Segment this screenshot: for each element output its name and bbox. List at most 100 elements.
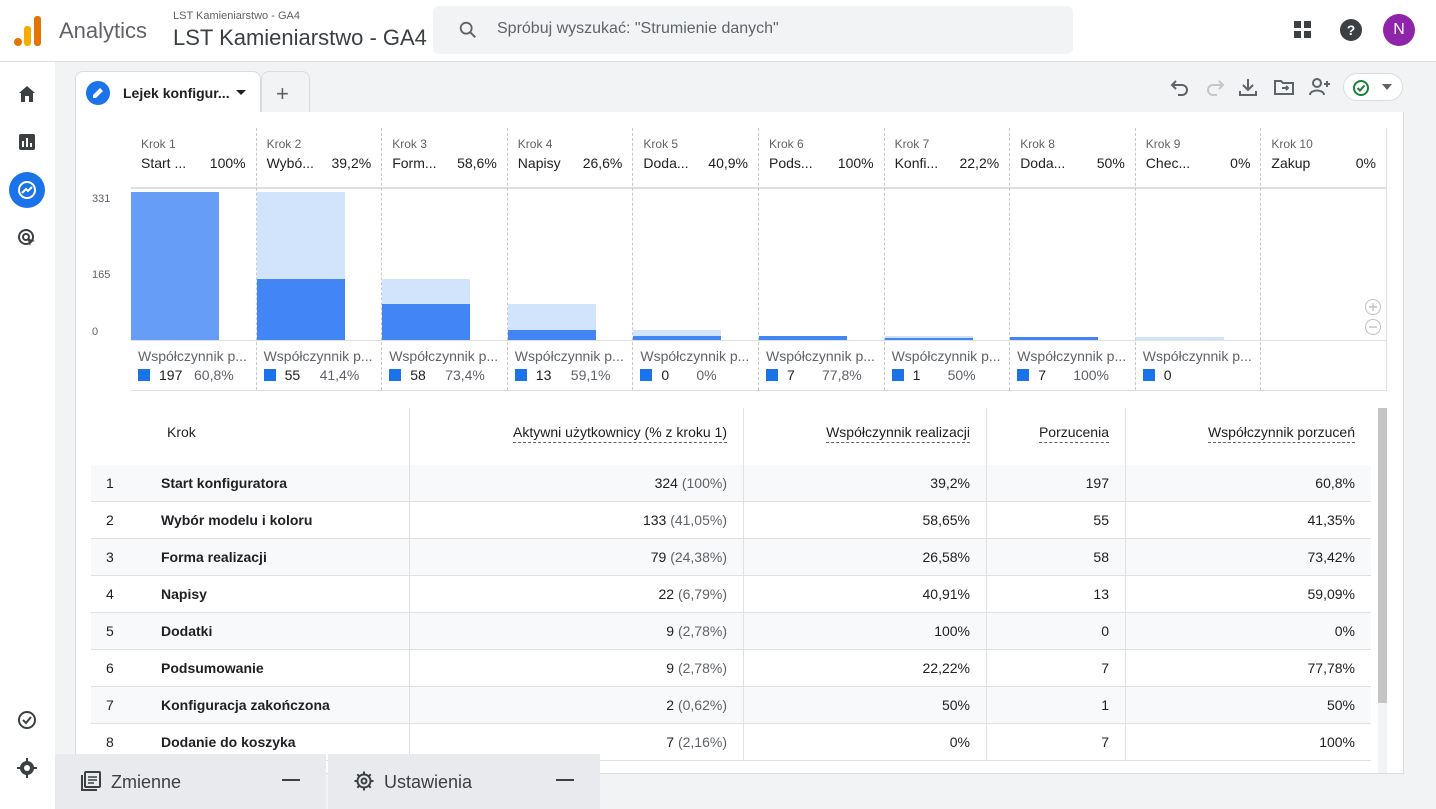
- table-row[interactable]: 7 Konfiguracja zakończona 2 (0,62%) 50% 1 50%: [91, 687, 1371, 724]
- header-active-users[interactable]: Aktywni użytkownicy (% z kroku 1): [410, 408, 744, 465]
- zoom-in-icon[interactable]: [1365, 299, 1381, 315]
- settings-gear-icon[interactable]: [9, 750, 45, 786]
- property-selector[interactable]: LST Kamieniarstwo - GA4: [173, 25, 427, 50]
- funnel-bar[interactable]: [1010, 336, 1099, 340]
- funnel-step-4[interactable]: Krok 4 Napisy 26,6% Współczynnik p... 13 59,1…: [507, 128, 634, 390]
- header-abandonment-rate[interactable]: Współczynnik porzuceń: [1126, 408, 1371, 465]
- minimize-icon[interactable]: [556, 779, 574, 781]
- home-icon[interactable]: [9, 76, 45, 112]
- table-row[interactable]: 5 Dodatki 9 (2,78%) 100% 0 0%: [91, 613, 1371, 650]
- step-name: Napisy: [517, 155, 561, 171]
- abandonments-cell: 13: [987, 576, 1126, 613]
- abandonment-rate-label: Współczynnik p...: [891, 348, 1001, 364]
- abandonment-rate-label: Współczynnik p...: [766, 348, 875, 364]
- explore-icon[interactable]: [9, 172, 45, 208]
- table-row[interactable]: 4 Napisy 22 (6,79%) 40,91% 13 59,09%: [91, 576, 1371, 613]
- step-percent: 58,6%: [457, 155, 497, 171]
- reports-icon[interactable]: [9, 124, 45, 160]
- step-percent: 39,2%: [331, 155, 372, 171]
- app-name[interactable]: Analytics: [59, 18, 148, 43]
- download-icon[interactable]: [1236, 75, 1260, 99]
- funnel-bar[interactable]: [507, 329, 596, 340]
- step-name: Konfiguracja zakończona: [161, 697, 330, 713]
- step-number: Krok 9: [1145, 137, 1181, 151]
- step-name: Start ...: [141, 155, 187, 171]
- table-scrollbar[interactable]: [1378, 408, 1387, 773]
- step-index: 6: [106, 660, 114, 676]
- abandonment-count: 7: [1038, 367, 1046, 383]
- step-cell: 4 Napisy: [91, 576, 410, 613]
- header-abandonments[interactable]: Porzucenia: [987, 408, 1126, 465]
- analytics-logo-icon[interactable]: [14, 14, 42, 46]
- edit-pencil-icon[interactable]: [86, 81, 110, 105]
- tab-funnel[interactable]: Lejek konfigur...: [75, 71, 261, 112]
- funnel-bar[interactable]: [633, 335, 722, 340]
- variables-panel[interactable]: Zmienne: [55, 754, 326, 809]
- abandonment-count: 0: [1163, 367, 1172, 383]
- funnel-step-7[interactable]: Krok 7 Konfi... 22,2% Współczynnik p... 1 50%: [884, 128, 1011, 390]
- minimize-icon[interactable]: [282, 779, 300, 781]
- abandonment-percent: 59,1%: [570, 367, 611, 383]
- apps-grid-icon[interactable]: [1289, 16, 1317, 44]
- zoom-out-icon[interactable]: [1365, 319, 1381, 335]
- table-row[interactable]: 6 Podsumowanie 9 (2,78%) 22,22% 7 77,78%: [91, 650, 1371, 687]
- active-users-value: 324: [654, 475, 678, 491]
- status-dropdown[interactable]: [1343, 73, 1403, 101]
- search-box[interactable]: Spróbuj wyszukać: "Strumienie danych": [433, 6, 1073, 54]
- funnel-bar[interactable]: [131, 192, 219, 340]
- active-users-percent: (2,78%): [677, 623, 727, 639]
- top-bar: Analytics LST Kamieniarstwo - GA4 LST Ka…: [0, 0, 1436, 62]
- y-tick-zero: 0: [92, 326, 99, 338]
- funnel-step-1[interactable]: Krok 1 Start ... 100% Współczynnik p... 197 6…: [131, 128, 257, 390]
- funnel-bar[interactable]: [884, 338, 973, 340]
- abandonment-percent: 100%: [1073, 367, 1109, 383]
- share-user-icon[interactable]: [1308, 75, 1332, 99]
- active-users-value: 79: [650, 549, 667, 565]
- help-icon[interactable]: ?: [1337, 16, 1365, 44]
- funnel-step-2[interactable]: Krok 2 Wybó... 39,2% Współczynnik p... 55 41,…: [256, 128, 383, 390]
- abandonments-cell: 0: [987, 613, 1126, 650]
- funnel-step-5[interactable]: Krok 5 Doda... 40,9% Współczynnik p... 0 0%: [633, 128, 759, 390]
- funnel-step-10[interactable]: Krok 10 Zakup 0%: [1261, 128, 1387, 390]
- table-row[interactable]: 2 Wybór modelu i koloru 133 (41,05%) 58,65%…: [91, 502, 1371, 539]
- header-step[interactable]: Krok: [91, 408, 410, 465]
- funnel-step-9[interactable]: Krok 9 Chec... 0% Współczynnik p... 0: [1135, 128, 1262, 390]
- table-row[interactable]: 8 Dodanie do koszyka 7 (2,16%) 0% 7 100%: [91, 724, 1371, 761]
- redo-icon[interactable]: [1203, 75, 1227, 99]
- advertising-icon[interactable]: [9, 220, 45, 256]
- account-name[interactable]: LST Kamieniarstwo - GA4: [173, 10, 300, 22]
- search-input[interactable]: Spróbuj wyszukać: "Strumienie danych": [497, 20, 779, 37]
- admin-check-icon[interactable]: [9, 702, 45, 738]
- abandonment-color-swatch: [138, 369, 150, 381]
- avatar[interactable]: N: [1383, 14, 1415, 46]
- table-row[interactable]: 1 Start konfiguratora 324 (100%) 39,2% 197 60…: [91, 465, 1371, 502]
- funnel-step-6[interactable]: Krok 6 Pods... 100% Współczynnik p... 7 77,8%: [759, 128, 885, 390]
- active-users-cell: 22 (6,79%): [410, 576, 744, 613]
- table-row[interactable]: 3 Forma realizacji 79 (24,38%) 26,58% 58 73,4…: [91, 539, 1371, 576]
- header-completion-rate[interactable]: Współczynnik realizacji: [744, 408, 987, 465]
- completion-rate-cell: 39,2%: [744, 465, 987, 502]
- abandonments-cell: 197: [987, 465, 1126, 502]
- step-name: Napisy: [161, 586, 207, 602]
- undo-icon[interactable]: [1168, 75, 1192, 99]
- active-users-percent: (0,62%): [677, 697, 727, 713]
- active-users-percent: (100%): [681, 475, 727, 491]
- add-tab-button[interactable]: +: [261, 71, 310, 112]
- move-folder-icon[interactable]: [1272, 75, 1296, 99]
- funnel-step-8[interactable]: Krok 8 Doda... 50% Współczynnik p... 7 100%: [1010, 128, 1136, 390]
- settings-panel[interactable]: Ustawienia: [328, 754, 600, 809]
- active-users-value: 133: [642, 512, 667, 528]
- funnel-bar[interactable]: [382, 303, 471, 340]
- completion-rate-cell: 40,91%: [744, 576, 987, 613]
- funnel-bar[interactable]: [759, 335, 847, 340]
- abandonments-cell: 1: [987, 687, 1126, 724]
- funnel-bar[interactable]: [256, 279, 345, 340]
- active-users-value: 9: [666, 660, 675, 676]
- scrollbar-thumb[interactable]: [1378, 408, 1387, 703]
- step-cell: 1 Start konfiguratora: [91, 465, 410, 502]
- side-nav: [0, 62, 55, 809]
- step-number: Krok 1: [141, 137, 176, 151]
- chevron-down-icon[interactable]: [236, 90, 246, 95]
- abandonment-color-swatch: [514, 369, 527, 381]
- funnel-step-3[interactable]: Krok 3 Form... 58,6% Współczynnik p... 58 73,…: [382, 128, 508, 390]
